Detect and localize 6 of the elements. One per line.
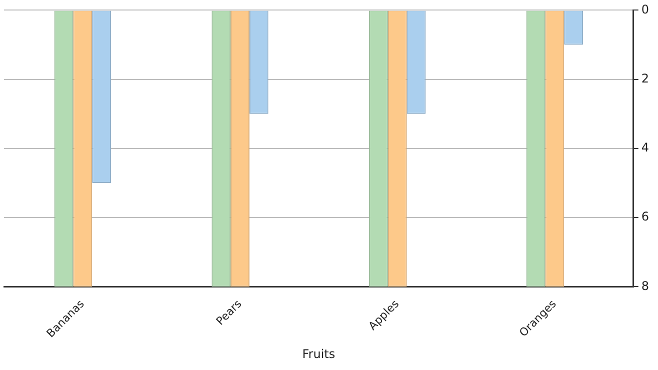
y-tick-label: 4 [641, 140, 650, 155]
y-tick-label: 0 [641, 2, 650, 16]
y-tick-label: 6 [641, 210, 650, 224]
y-tick-label: 8 [641, 278, 650, 293]
y-tick-label: 2 [641, 71, 650, 86]
x-axis-title: Fruits [302, 346, 336, 361]
